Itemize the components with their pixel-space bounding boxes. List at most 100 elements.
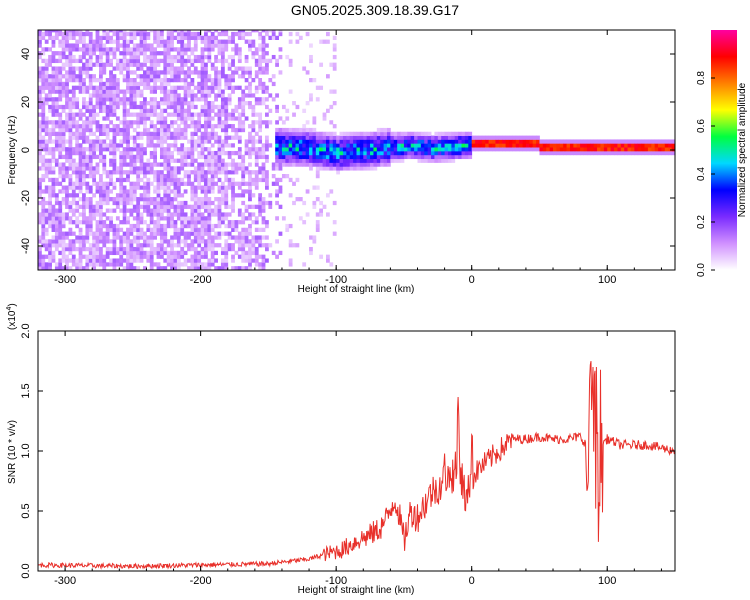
spectrogram-cell <box>207 43 212 48</box>
spectrogram-cell <box>44 150 49 156</box>
spectrogram-cell <box>224 189 229 194</box>
spectrogram-cell <box>88 197 93 202</box>
spectrogram-cell <box>268 143 273 148</box>
spectrogram-cell <box>180 135 185 140</box>
spectrogram-cell <box>153 177 157 183</box>
spectrogram-cell <box>139 158 144 163</box>
spectrogram-cell <box>159 97 164 102</box>
spectrogram-cell <box>193 131 198 136</box>
spectrogram-cell <box>359 158 364 163</box>
spectrogram-cell <box>163 135 168 140</box>
spectrogram-cell <box>176 31 181 37</box>
spectrogram-cell <box>41 31 46 37</box>
spectrogram-cell <box>48 30 52 33</box>
spectrogram-cell <box>51 166 56 171</box>
spectrogram-cell <box>44 243 49 248</box>
spectrogram-cell <box>88 120 93 125</box>
spectrogram-cell <box>383 162 388 167</box>
spectrogram-cell <box>132 101 137 106</box>
spectrogram-cell <box>231 223 235 229</box>
spectrogram-cell <box>231 177 235 183</box>
spectrogram-cell <box>176 30 181 33</box>
spectrogram-cell <box>132 120 137 125</box>
spectrogram-cell <box>166 204 171 209</box>
spectrogram-cell <box>38 216 42 221</box>
spectrogram-cell <box>163 89 168 94</box>
spectrogram-cell <box>261 162 266 167</box>
spectrogram-cell <box>478 135 483 140</box>
spectrogram-cell <box>75 235 80 240</box>
spectrogram-cell <box>241 31 246 37</box>
spectrogram-cell <box>217 74 222 79</box>
spectrogram-cell <box>627 147 632 152</box>
spectrogram-cell <box>224 246 229 252</box>
spectrogram-cell <box>173 170 178 175</box>
spectrogram-cell <box>85 246 90 252</box>
spectrogram-cell <box>166 250 171 256</box>
spectrogram-cell <box>248 181 252 186</box>
spectrogram-cell <box>109 189 113 194</box>
spectrogram-cell <box>275 177 279 183</box>
spectrogram-cell <box>68 127 73 133</box>
spectrogram-cell <box>98 208 103 213</box>
spectrogram-cell <box>159 30 164 33</box>
spectrogram-cell <box>163 127 168 133</box>
spectrogram-cell <box>220 143 225 148</box>
spectrogram-cell <box>393 131 398 136</box>
spectrogram-cell <box>102 189 107 194</box>
spectrogram-cell <box>88 174 93 179</box>
spectrogram-cell <box>207 200 212 206</box>
spectrogram-cell <box>204 135 208 140</box>
spectrogram-cell <box>241 154 246 160</box>
spectrogram-cell <box>600 139 605 144</box>
spectrogram-cell <box>346 135 351 140</box>
spectrogram-cell <box>386 154 391 160</box>
spectrogram-cell <box>231 47 235 52</box>
spectrogram-cell <box>163 120 168 125</box>
spectrogram-cell <box>237 243 242 248</box>
spectrogram-cell <box>143 62 147 67</box>
spectrogram-cell <box>244 58 249 64</box>
spectrogram-cell <box>170 31 174 37</box>
spectrogram-cell <box>132 250 137 256</box>
spectrogram-cell <box>112 78 117 83</box>
spectrogram-cell <box>424 131 429 136</box>
spectrogram-cell <box>88 81 93 87</box>
spectrogram-cell <box>38 147 42 152</box>
spectrogram-cell <box>105 170 110 175</box>
spectrogram-cell <box>231 58 235 64</box>
spectrogram-cell <box>54 266 59 270</box>
spectrogram-cell <box>217 85 222 90</box>
spectrogram-cell <box>197 150 202 156</box>
spectrogram-cell <box>220 124 225 129</box>
spectrogram-cell <box>183 189 188 194</box>
spectrogram-cell <box>200 147 205 152</box>
spectrogram-cell <box>54 246 59 252</box>
spectrogram-cell <box>112 135 117 140</box>
spectrogram-cell <box>139 154 144 160</box>
spectrogram-cell <box>129 262 134 267</box>
spectrogram-cell <box>207 158 212 163</box>
spectrogram-cell <box>92 120 97 125</box>
spectrogram-cell <box>617 143 622 148</box>
spectrogram-cell <box>302 150 307 156</box>
spectrogram-cell <box>204 185 208 190</box>
x-tick-label: -100 <box>325 575 347 587</box>
spectrogram-cell <box>71 208 76 213</box>
spectrogram-cell <box>143 43 147 48</box>
spectrogram-cell <box>126 258 130 263</box>
spectrogram-cell <box>98 262 103 267</box>
spectrogram-cell <box>366 139 371 144</box>
spectrogram-cell <box>329 154 334 160</box>
spectrogram-cell <box>149 154 154 160</box>
spectrogram-cell <box>65 204 69 209</box>
spectrogram-cell <box>292 200 296 206</box>
spectrogram-cell <box>224 166 229 171</box>
spectrogram-cell <box>105 93 110 98</box>
spectrogram-cell <box>278 204 283 209</box>
spectrogram-cell <box>281 120 286 125</box>
spectrogram-cell <box>210 170 215 175</box>
spectrogram-cell <box>65 216 69 221</box>
spectrogram-cell <box>258 81 263 87</box>
spectrogram-cell <box>88 246 93 252</box>
